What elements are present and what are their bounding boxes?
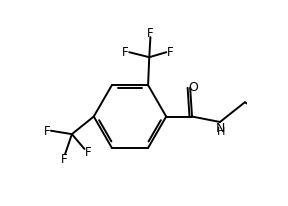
Text: H: H: [217, 126, 225, 136]
Text: F: F: [122, 46, 128, 59]
Text: F: F: [167, 46, 174, 59]
Text: F: F: [61, 152, 68, 165]
Text: O: O: [188, 81, 198, 94]
Text: N: N: [216, 121, 225, 134]
Text: F: F: [85, 145, 92, 158]
Text: F: F: [147, 27, 154, 40]
Text: F: F: [43, 124, 50, 137]
